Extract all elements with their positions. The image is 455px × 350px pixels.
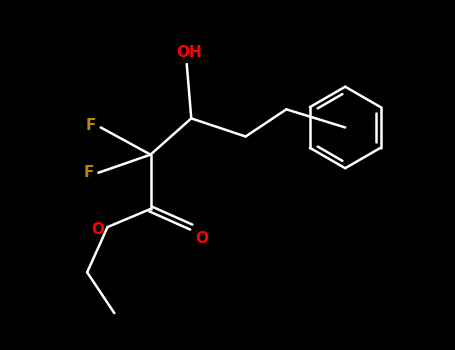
- Text: F: F: [86, 118, 96, 133]
- Text: O: O: [91, 222, 104, 237]
- Text: F: F: [84, 165, 94, 180]
- Text: OH: OH: [176, 44, 202, 60]
- Text: O: O: [195, 231, 208, 246]
